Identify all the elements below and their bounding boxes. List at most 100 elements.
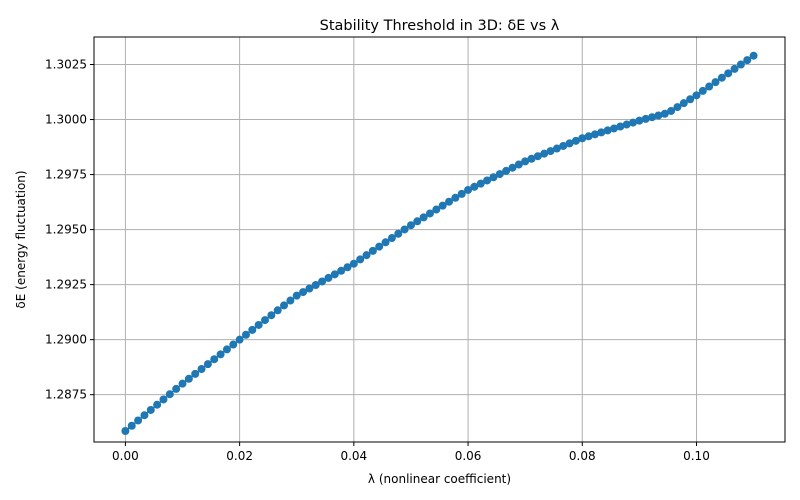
y-tick-label: 1.3025 <box>45 58 87 72</box>
data-point <box>165 390 174 399</box>
data-point <box>457 189 466 198</box>
data-point <box>743 56 752 65</box>
data-point <box>533 152 542 161</box>
data-point <box>235 335 244 344</box>
data-point <box>609 124 618 133</box>
data-point <box>330 270 339 279</box>
data-point <box>337 266 346 275</box>
data-point <box>178 379 187 388</box>
data-point <box>597 128 606 137</box>
data-point <box>470 182 479 191</box>
data-point <box>261 316 270 325</box>
data-point <box>241 330 250 339</box>
y-tick-label: 1.2875 <box>45 388 87 402</box>
x-tick-label: 0.02 <box>226 449 253 463</box>
y-tick-label: 1.2925 <box>45 278 87 292</box>
data-point <box>622 120 631 129</box>
data-point <box>203 360 212 369</box>
data-point <box>502 166 511 175</box>
data-point <box>654 111 663 120</box>
data-point <box>375 242 384 251</box>
x-tick-label: 0.10 <box>683 449 710 463</box>
data-point <box>565 139 574 148</box>
data-point <box>222 345 231 354</box>
data-point <box>140 411 149 420</box>
data-point <box>184 374 193 383</box>
data-point <box>717 73 726 82</box>
data-point <box>362 251 371 260</box>
axis-ticks: 0.00 0.02 0.04 0.06 0.08 0.10 1.2875 1.2900 1.29… <box>45 58 710 463</box>
data-point <box>660 109 669 118</box>
data-point <box>540 149 549 158</box>
data-point <box>514 160 523 169</box>
data-point <box>521 157 530 166</box>
data-point <box>311 280 320 289</box>
data-point <box>495 170 504 179</box>
data-point <box>368 246 377 255</box>
data-point <box>197 365 206 373</box>
data-point <box>667 106 676 115</box>
data-point <box>648 113 657 122</box>
data-point <box>400 225 409 234</box>
data-point <box>159 395 168 404</box>
data-point <box>134 416 143 425</box>
data-point <box>692 91 701 100</box>
data-point <box>445 197 454 206</box>
data-point <box>749 51 758 60</box>
data-point <box>229 340 238 349</box>
data-point <box>356 255 365 264</box>
data-point <box>127 421 136 430</box>
data-point <box>146 405 155 414</box>
series-group <box>121 51 758 435</box>
grid <box>94 37 785 442</box>
y-tick-label: 1.2975 <box>45 168 87 182</box>
data-point <box>381 238 390 247</box>
data-point <box>153 400 162 409</box>
data-point <box>406 221 415 230</box>
data-point <box>552 144 561 153</box>
data-point <box>210 355 219 364</box>
y-tick-label: 1.3000 <box>45 113 87 127</box>
x-tick-label: 0.04 <box>340 449 367 463</box>
data-point <box>286 296 295 305</box>
data-point <box>629 118 638 127</box>
data-point <box>546 147 555 156</box>
data-point <box>635 116 644 125</box>
data-point <box>324 273 333 282</box>
data-point <box>121 426 130 435</box>
data-point <box>527 154 536 163</box>
data-point <box>673 103 682 112</box>
data-point <box>280 301 289 310</box>
data-point <box>248 325 257 334</box>
data-point <box>483 176 492 185</box>
x-tick-label: 0.08 <box>569 449 596 463</box>
data-point <box>590 130 599 139</box>
data-point <box>686 95 695 104</box>
data-point <box>349 259 358 268</box>
y-tick-label: 1.2900 <box>45 333 87 347</box>
chart-title: Stability Threshold in 3D: δE vs λ <box>320 18 560 34</box>
x-tick-label: 0.00 <box>112 449 139 463</box>
data-point <box>299 288 308 297</box>
data-point <box>571 136 580 145</box>
x-tick-label: 0.06 <box>455 449 482 463</box>
data-point <box>292 291 301 300</box>
data-point <box>413 217 422 226</box>
y-tick-label: 1.2950 <box>45 223 87 237</box>
data-point <box>698 86 707 95</box>
data-point <box>273 306 282 315</box>
data-point <box>451 193 460 202</box>
data-point <box>191 369 200 378</box>
data-point <box>343 263 352 272</box>
data-point <box>578 134 587 143</box>
data-point <box>394 229 403 238</box>
data-point <box>559 141 568 150</box>
data-point <box>584 132 593 141</box>
data-point <box>305 284 314 293</box>
data-point <box>476 179 485 188</box>
data-point <box>419 213 428 222</box>
data-point <box>464 185 473 194</box>
data-point <box>489 173 498 182</box>
